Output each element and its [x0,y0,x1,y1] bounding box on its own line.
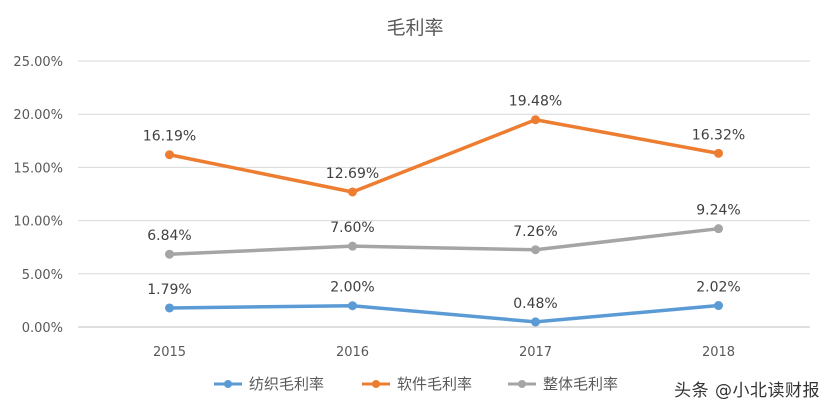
y-tick-label: 25.00% [13,55,63,70]
y-tick-label: 15.00% [13,161,63,176]
data-point [165,249,174,259]
data-label: 2.02% [696,280,740,296]
data-point [348,241,357,251]
data-label: 7.26% [513,224,557,240]
data-point [531,317,540,327]
data-label: 7.60% [330,220,374,236]
data-label: 9.24% [696,203,740,219]
data-point [348,301,357,311]
legend-label: 整体毛利率 [543,375,618,393]
legend-swatch-marker [518,380,526,388]
data-point [348,187,357,197]
data-label: 16.32% [692,127,745,143]
x-tick-label: 2018 [702,345,735,360]
legend-swatch-marker [224,380,232,388]
data-label: 19.48% [509,94,562,110]
y-tick-label: 10.00% [13,215,63,230]
data-label: 2.00% [330,280,374,296]
data-point [714,224,723,234]
y-tick-label: 0.00% [22,321,63,336]
x-tick-label: 2016 [336,345,369,360]
data-point [531,115,540,125]
series-line [167,226,721,256]
data-label: 12.69% [326,166,379,182]
data-point [714,301,723,311]
data-point [531,245,540,255]
chart-title: 毛利率 [386,17,443,39]
gridlines [78,60,810,328]
y-tick-label: 5.00% [22,268,63,283]
data-point [165,150,174,160]
data-label: 0.48% [513,296,557,312]
series-line [167,117,721,194]
legend: 纺织毛利率 软件毛利率 整体毛利率 [214,375,618,393]
legend-swatch-marker [372,380,380,388]
data-point [714,148,723,158]
data-labels: 1.79% 2.00% 0.48% 2.02% 16.19% 12.69% 19.48% 16… [143,94,745,312]
data-label: 1.79% [147,282,191,298]
data-point [165,303,174,313]
data-label: 16.19% [143,129,196,145]
x-tick-label: 2015 [153,345,186,360]
y-axis-tick-labels: 0.00% 5.00% 10.00% 15.00% 20.00% 25.00% [13,55,63,336]
series-lines [165,115,723,327]
x-tick-label: 2017 [519,345,552,360]
x-axis-tick-labels: 2015 2016 2017 2018 [153,345,735,360]
y-tick-label: 20.00% [13,108,63,123]
legend-label: 软件毛利率 [397,375,472,393]
data-label: 6.84% [147,228,191,244]
legend-label: 纺织毛利率 [249,375,324,393]
series-line [167,303,721,324]
watermark-text: 头条 @小北读财报 [674,381,820,401]
